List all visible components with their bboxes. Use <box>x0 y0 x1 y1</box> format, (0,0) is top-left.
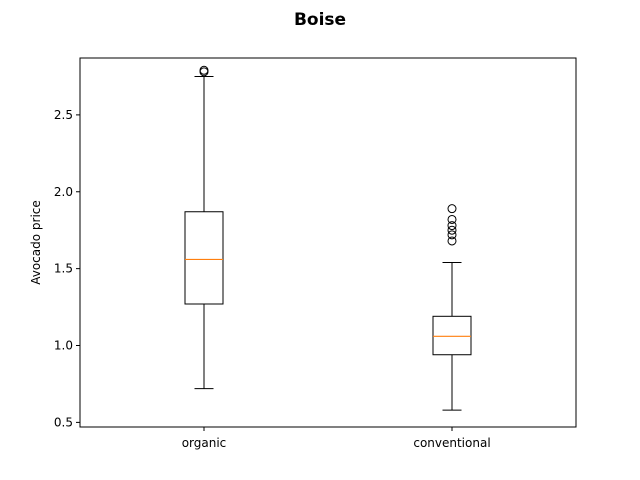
y-tick-label: 2.5 <box>54 108 73 122</box>
outlier-point <box>447 204 457 214</box>
chart-title: Boise <box>294 10 346 30</box>
y-axis: 0.5 1.0 1.5 2.0 2.5 <box>54 108 80 429</box>
box-organic <box>184 65 224 390</box>
y-tick-label: 1.0 <box>54 339 73 353</box>
iqr-box <box>184 211 224 305</box>
x-axis: organic conventional <box>182 427 491 450</box>
plot-area-frame <box>79 57 577 428</box>
iqr-box <box>432 315 472 356</box>
boxes-group <box>184 65 472 411</box>
outlier-point <box>447 221 457 231</box>
box-conventional <box>432 204 472 411</box>
y-axis-label: Avocado price <box>29 200 43 285</box>
y-tick-label: 2.0 <box>54 185 73 199</box>
outlier-point <box>447 230 457 240</box>
y-tick-label: 1.5 <box>54 262 73 276</box>
x-tick-label: organic <box>182 436 227 450</box>
y-tick-label: 0.5 <box>54 415 73 429</box>
outlier-point <box>447 214 457 224</box>
outlier-point <box>447 225 457 235</box>
outlier-point <box>199 65 209 75</box>
outlier-point <box>447 236 457 246</box>
x-tick-label: conventional <box>413 436 490 450</box>
